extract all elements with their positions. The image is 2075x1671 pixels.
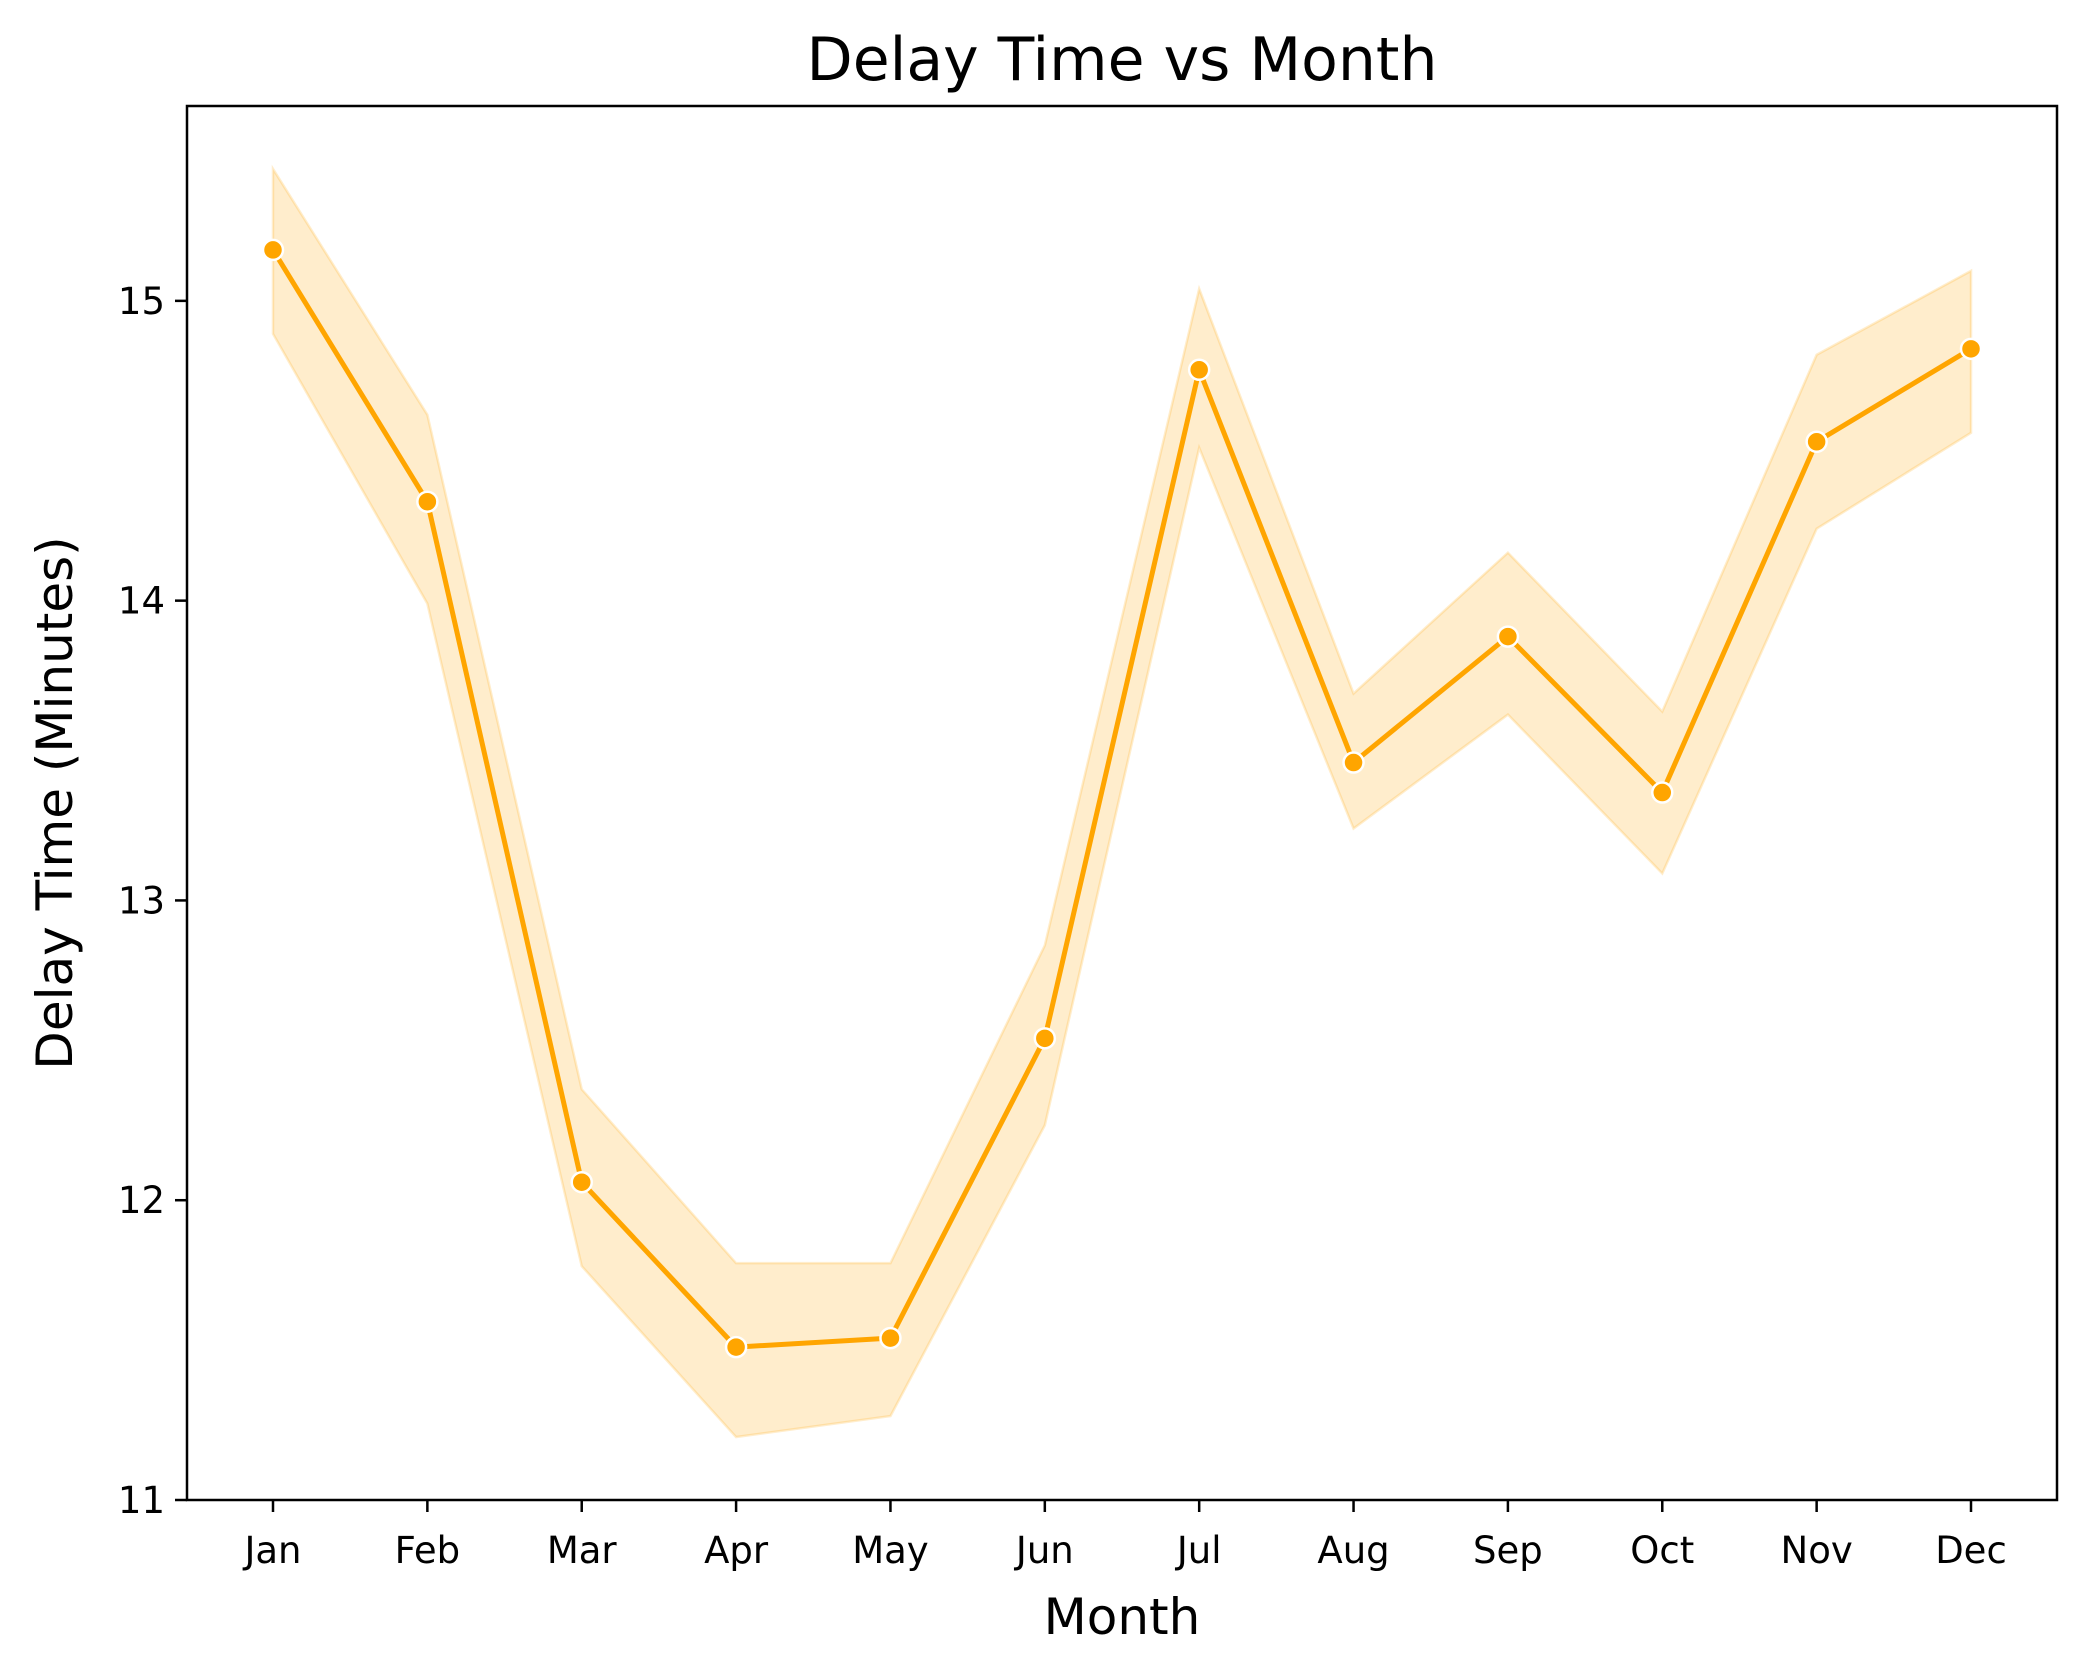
x-tick-label: Jan <box>242 1529 301 1572</box>
series-line <box>270 248 1973 1350</box>
x-axis-label: Month <box>1044 1588 1201 1646</box>
y-tick-label: 11 <box>118 1479 165 1522</box>
y-tick-label: 15 <box>118 280 165 323</box>
confidence-band-layer <box>271 164 1973 1439</box>
x-axis-ticks: Jan Feb Mar Apr May Jun Jul Aug Sep Oct Nov Dec <box>242 1500 2007 1572</box>
x-tick-label: Mar <box>547 1529 618 1572</box>
data-point-jun <box>1033 1027 1057 1050</box>
data-point-jul <box>1187 358 1211 382</box>
x-tick-label: Aug <box>1317 1529 1389 1572</box>
x-tick-label: Nov <box>1781 1529 1853 1572</box>
y-tick-label: 12 <box>118 1179 165 1222</box>
data-point-layer <box>261 238 1983 1359</box>
confidence-band <box>271 164 1973 1439</box>
data-point-dec <box>1959 337 1983 361</box>
data-point-mar <box>570 1170 593 1194</box>
data-point-sep <box>1496 625 1520 648</box>
plot-area-frame <box>185 104 2059 1502</box>
data-point-nov <box>1805 430 1828 454</box>
chart-title: Delay Time vs Month <box>807 25 1438 95</box>
x-tick-label: Jul <box>1175 1529 1222 1572</box>
data-point-apr <box>724 1335 748 1359</box>
data-point-may <box>879 1326 902 1350</box>
x-tick-label: Dec <box>1935 1529 2007 1572</box>
x-tick-label: Feb <box>395 1529 461 1572</box>
series-line-layer <box>270 248 1973 1350</box>
y-axis-ticks: 11 12 13 14 15 <box>118 280 187 1522</box>
x-tick-label: Sep <box>1473 1529 1543 1572</box>
x-tick-label: Oct <box>1630 1529 1694 1572</box>
data-point-aug <box>1342 751 1365 774</box>
y-tick-label: 14 <box>118 580 165 623</box>
y-axis-label: Delay Time (Minutes) <box>26 536 84 1069</box>
x-tick-label: May <box>852 1529 929 1572</box>
y-tick-label: 13 <box>118 879 165 922</box>
data-point-oct <box>1651 781 1674 804</box>
x-tick-label: Apr <box>704 1529 769 1572</box>
data-point-jan <box>261 238 285 262</box>
data-point-feb <box>416 490 439 513</box>
x-tick-label: Jun <box>1014 1529 1074 1572</box>
